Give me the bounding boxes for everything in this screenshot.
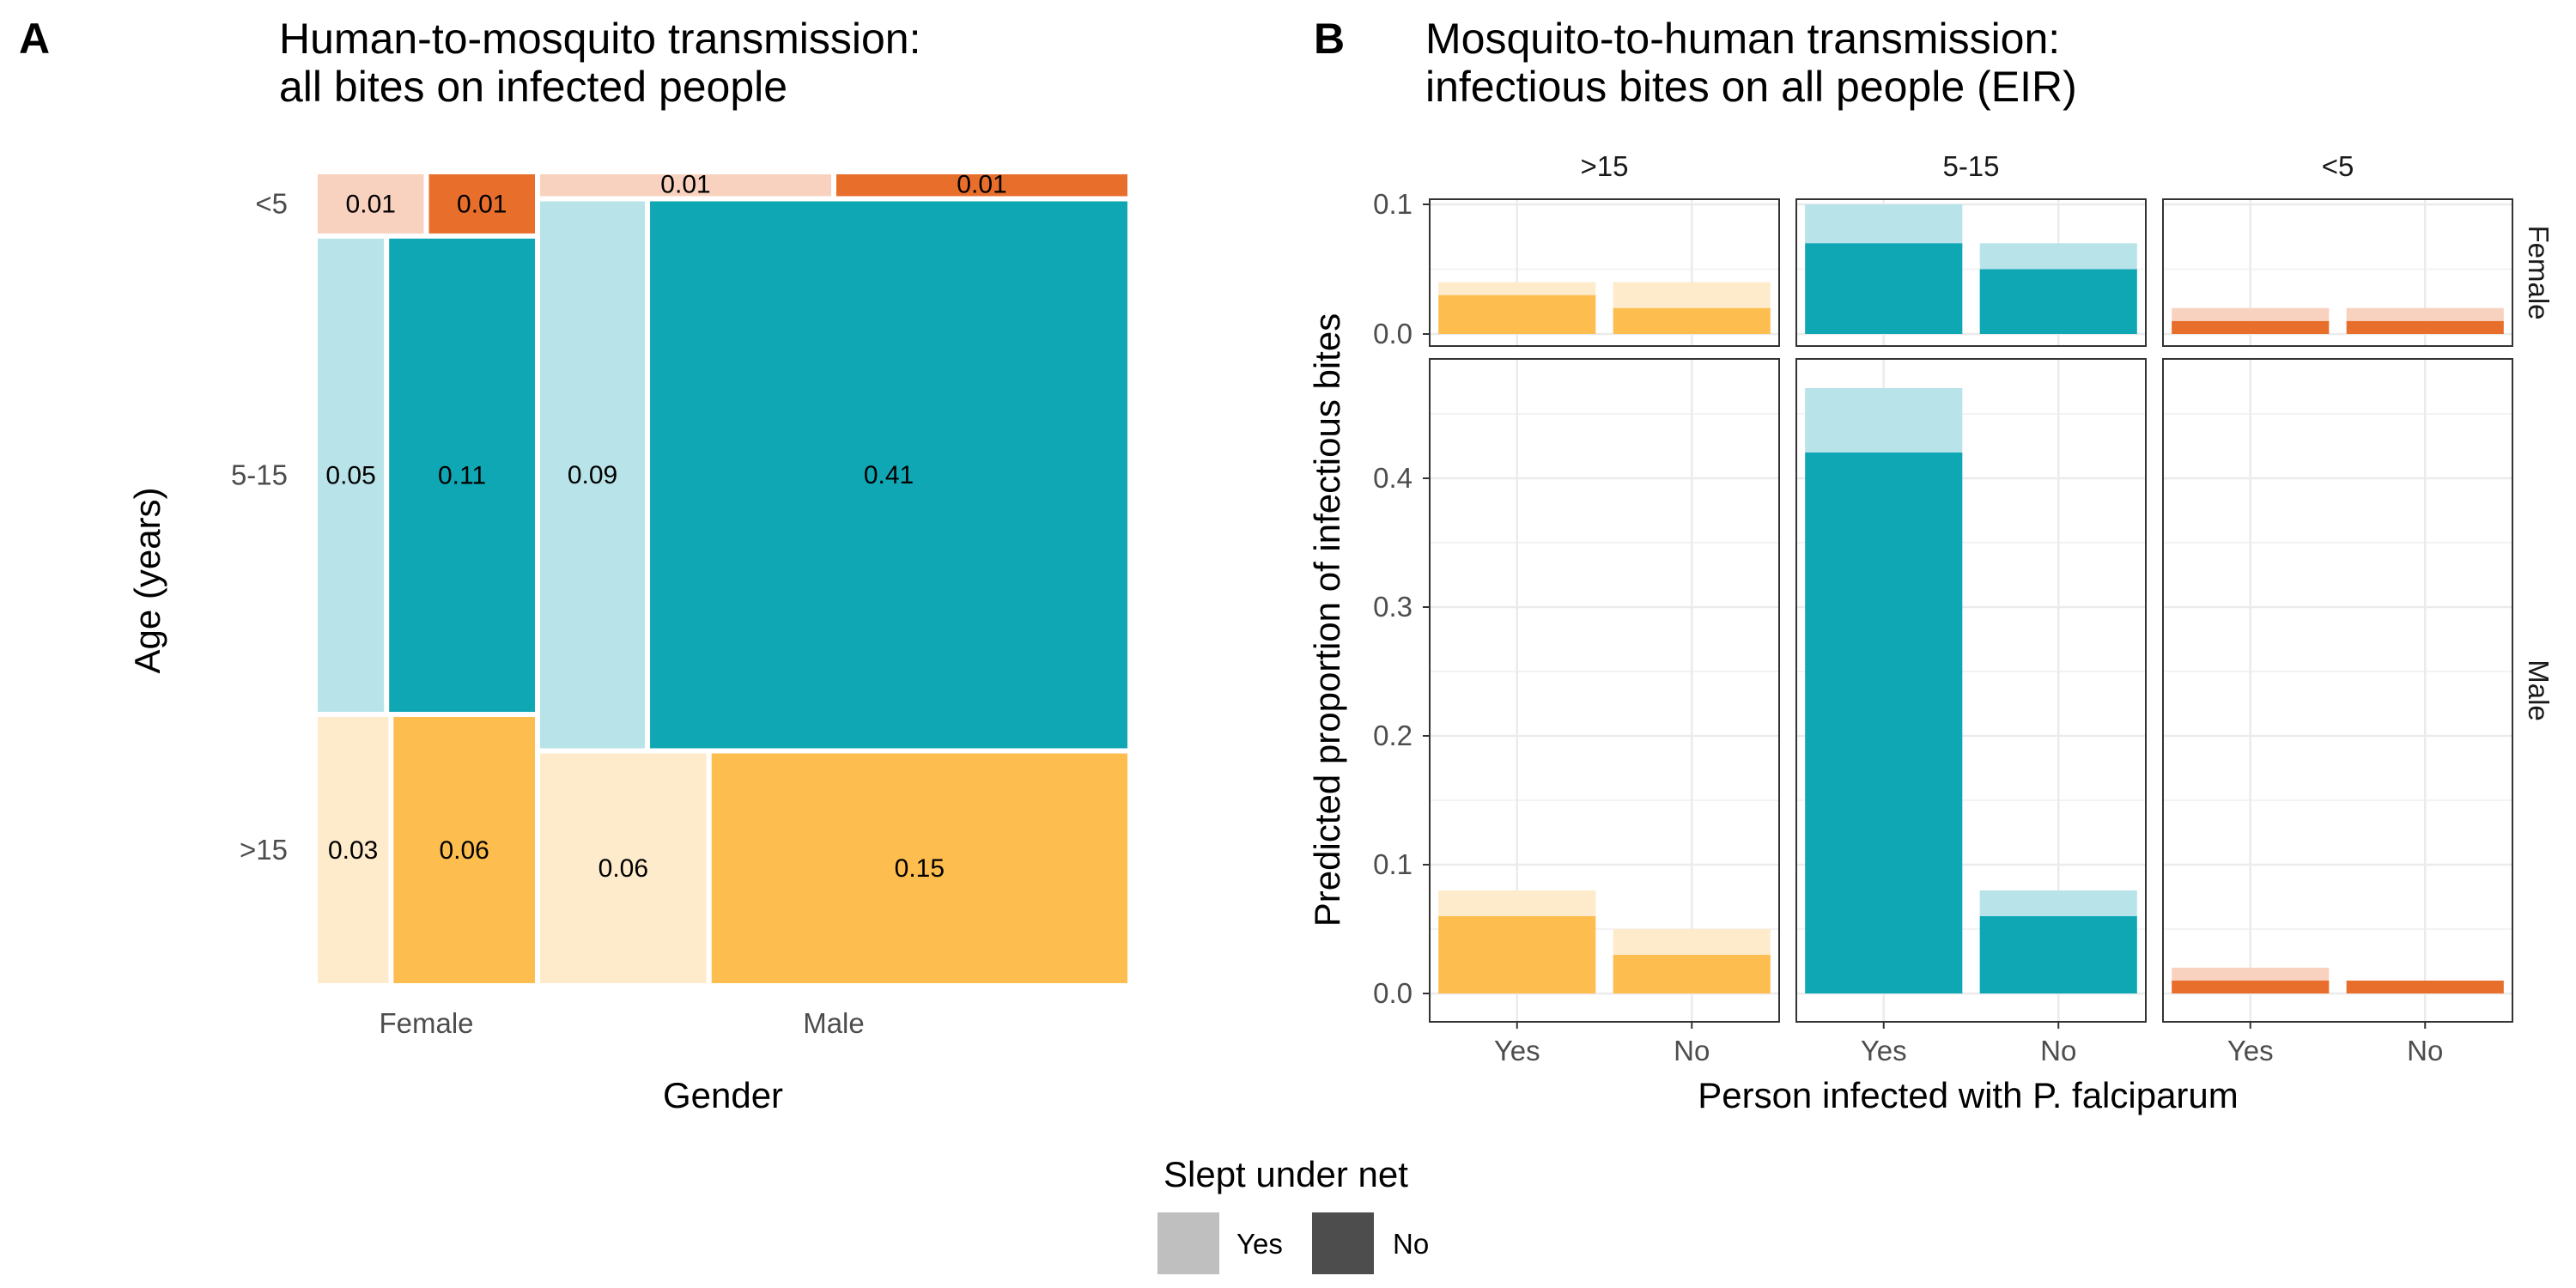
facet-panel-border-male-under5 bbox=[2162, 358, 2513, 1023]
bar-male-5-15-yes-no-net bbox=[1805, 453, 1963, 993]
panel-b-x-axis-title: Person infected with P. falciparum bbox=[1698, 1075, 2239, 1115]
panel-a-x-axis-title: Gender bbox=[663, 1075, 783, 1115]
bar-female-over15-yes-slept-under-net bbox=[1438, 282, 1596, 295]
x-tick-label-5-15-yes: Yes bbox=[1861, 1035, 1907, 1066]
mosaic-age-label-5-15: 5-15 bbox=[231, 459, 288, 490]
y-tick-label-male-0-1: 0.1 bbox=[1373, 848, 1413, 880]
panel-a-y-axis-title: Age (years) bbox=[127, 487, 167, 673]
bar-female-over15-no-slept-under-net bbox=[1613, 282, 1771, 308]
facet-row-strip-male: Male bbox=[2523, 659, 2555, 721]
bar-male-5-15-no-no-net bbox=[1979, 916, 2137, 993]
mosaic-cell-male-over15-net-yes bbox=[539, 753, 707, 983]
facet-panel-border-male-over15 bbox=[1429, 358, 1780, 1023]
bar-male-under5-yes-slept-under-net bbox=[2172, 968, 2330, 981]
mosaic-cell-value-female-5-15-net-no: 0.11 bbox=[438, 461, 486, 489]
mosaic-cell-value-male-5-15-net-yes: 0.09 bbox=[568, 461, 617, 489]
legend-label-yes: Yes bbox=[1236, 1228, 1283, 1260]
y-tick-label-female-0: 0.0 bbox=[1373, 318, 1413, 349]
mosaic-cell-value-male-under5-net-no: 0.01 bbox=[957, 170, 1006, 198]
bar-female-5-15-yes-slept-under-net bbox=[1805, 204, 1963, 244]
facet-strip-under5: <5 bbox=[2322, 150, 2354, 182]
panel-a-letter: A bbox=[19, 15, 50, 63]
x-tick-label-over15-yes: Yes bbox=[1494, 1035, 1540, 1066]
bar-female-under5-no-slept-under-net bbox=[2346, 307, 2504, 321]
bar-male-5-15-no-slept-under-net bbox=[1979, 890, 2137, 916]
mosaic-cell-female-over15-net-no bbox=[393, 717, 535, 983]
bar-male-over15-yes-no-net bbox=[1438, 916, 1596, 993]
panel-b-y-axis-title: Predicted proportion of infectious bites bbox=[1307, 313, 1347, 927]
mosaic-cell-male-5-15-net-no bbox=[650, 201, 1127, 749]
mosaic-cell-value-male-over15-net-yes: 0.06 bbox=[598, 854, 648, 883]
mosaic-gender-label-female: Female bbox=[379, 1007, 473, 1039]
y-tick-label-male-0-2: 0.2 bbox=[1373, 720, 1413, 751]
x-tick-label-over15-no: No bbox=[1674, 1035, 1710, 1066]
x-tick-label-under5-no: No bbox=[2407, 1035, 2443, 1066]
panel-b-title-line-1: Mosquito-to-human transmission: bbox=[1425, 15, 2060, 63]
facet-panel-border-male-5-15 bbox=[1795, 358, 2147, 1023]
mosaic-age-label-under5: <5 bbox=[255, 187, 288, 219]
bar-male-over15-no-no-net bbox=[1613, 955, 1771, 993]
panel-a-title-line-1: Human-to-mosquito transmission: bbox=[279, 15, 921, 63]
mosaic-cell-value-female-5-15-net-yes: 0.05 bbox=[325, 461, 375, 489]
y-tick-label-male-0: 0.0 bbox=[1373, 977, 1413, 1009]
panel-b-letter: B bbox=[1314, 15, 1345, 63]
faceted-bar-plot: >15 5-15 <5 Female 0.0 0.1 Male 0.0 0.1 0.2 0.3 0.4… bbox=[1373, 150, 2555, 1066]
mosaic-cell-male-under5-net-yes bbox=[539, 174, 831, 197]
y-tick-label-male-0-4: 0.4 bbox=[1373, 462, 1413, 494]
mosaic-cell-value-female-over15-net-no: 0.06 bbox=[439, 836, 489, 865]
bar-female-over15-no-no-net bbox=[1613, 307, 1771, 334]
facet-panel-border-female-5-15 bbox=[1795, 198, 2147, 347]
mosaic-cell-female-under5-net-yes bbox=[318, 174, 424, 234]
x-tick-label-5-15-no: No bbox=[2040, 1035, 2076, 1066]
bar-female-5-15-no-no-net bbox=[1979, 269, 2137, 334]
facet-row-strip-female: Female bbox=[2523, 225, 2555, 319]
facet-panel-border-female-under5 bbox=[2162, 198, 2513, 347]
mosaic-cell-male-5-15-net-yes bbox=[539, 201, 646, 749]
y-tick-label-male-0-3: 0.3 bbox=[1373, 591, 1413, 623]
y-tick-label-female-0-1: 0.1 bbox=[1373, 188, 1413, 220]
bar-female-5-15-no-slept-under-net bbox=[1979, 243, 2137, 270]
mosaic-cell-value-female-over15-net-yes: 0.03 bbox=[328, 836, 378, 865]
bar-male-under5-yes-no-net bbox=[2172, 981, 2330, 993]
mosaic-cell-male-over15-net-no bbox=[711, 753, 1127, 983]
facet-strip-over15: >15 bbox=[1581, 150, 1629, 182]
legend-title: Slept under net bbox=[1163, 1154, 1408, 1194]
bar-female-5-15-yes-no-net bbox=[1805, 243, 1963, 334]
bar-male-over15-yes-slept-under-net bbox=[1438, 890, 1596, 916]
panel-b-title-line-2: infectious bites on all people (EIR) bbox=[1425, 63, 2077, 111]
mosaic-cell-female-5-15-net-yes bbox=[318, 238, 385, 712]
legend-swatch-yes bbox=[1157, 1212, 1219, 1274]
mosaic-gender-label-male: Male bbox=[803, 1007, 865, 1039]
mosaic-age-label-over15: >15 bbox=[240, 834, 288, 866]
mosaic-cell-female-over15-net-yes bbox=[318, 717, 389, 983]
panel-a-title-line-2: all bites on infected people bbox=[279, 63, 787, 111]
x-tick-label-under5-yes: Yes bbox=[2227, 1035, 2274, 1066]
bar-male-5-15-yes-slept-under-net bbox=[1805, 388, 1963, 453]
mosaic-cell-female-5-15-net-no bbox=[389, 238, 535, 712]
mosaic-cell-value-male-5-15-net-no: 0.41 bbox=[864, 461, 914, 489]
mosaic-cell-value-female-under5-net-no: 0.01 bbox=[457, 190, 507, 218]
bar-female-under5-no-no-net bbox=[2346, 320, 2504, 334]
bar-female-under5-yes-no-net bbox=[2172, 320, 2330, 334]
bar-female-under5-yes-slept-under-net bbox=[2172, 307, 2330, 321]
legend-label-no: No bbox=[1393, 1228, 1429, 1260]
bar-male-under5-no-no-net bbox=[2346, 981, 2504, 993]
mosaic-cell-value-male-under5-net-yes: 0.01 bbox=[660, 170, 710, 198]
mosaic-plot: Female 0.01 0.01 <5 0.05 0.11 5-15 0.03 0.06 >15 M… bbox=[231, 170, 1127, 1039]
legend-swatch-no bbox=[1312, 1212, 1374, 1274]
mosaic-cell-male-under5-net-no bbox=[835, 174, 1127, 197]
bar-male-over15-no-slept-under-net bbox=[1613, 929, 1771, 955]
mosaic-cell-value-male-over15-net-no: 0.15 bbox=[895, 854, 945, 883]
facet-strip-5-15: 5-15 bbox=[1942, 150, 1999, 182]
bar-female-over15-yes-no-net bbox=[1438, 295, 1596, 334]
facet-panel-border-female-over15 bbox=[1429, 198, 1780, 347]
mosaic-cell-value-female-under5-net-yes: 0.01 bbox=[346, 190, 396, 218]
mosaic-cell-female-under5-net-no bbox=[428, 174, 535, 234]
